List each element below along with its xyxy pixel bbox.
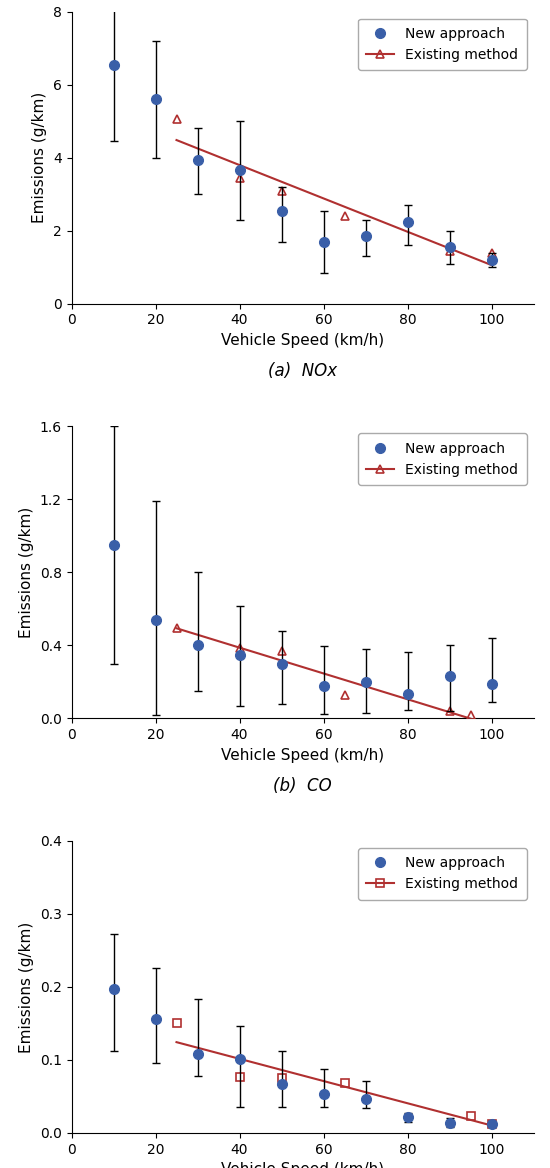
- Legend: New approach, Existing method: New approach, Existing method: [358, 433, 526, 485]
- Legend: New approach, Existing method: New approach, Existing method: [358, 848, 526, 899]
- X-axis label: Vehicle Speed (km/h): Vehicle Speed (km/h): [221, 333, 384, 348]
- Text: (a)  NOx: (a) NOx: [268, 362, 337, 380]
- X-axis label: Vehicle Speed (km/h): Vehicle Speed (km/h): [221, 1162, 384, 1168]
- Legend: New approach, Existing method: New approach, Existing method: [358, 19, 526, 70]
- X-axis label: Vehicle Speed (km/h): Vehicle Speed (km/h): [221, 748, 384, 763]
- Y-axis label: Emissions (g/km): Emissions (g/km): [32, 92, 47, 223]
- Y-axis label: Emissions (g/km): Emissions (g/km): [19, 507, 34, 638]
- Text: (b)  CO: (b) CO: [273, 777, 332, 794]
- Y-axis label: Emissions (g/km): Emissions (g/km): [19, 922, 34, 1052]
